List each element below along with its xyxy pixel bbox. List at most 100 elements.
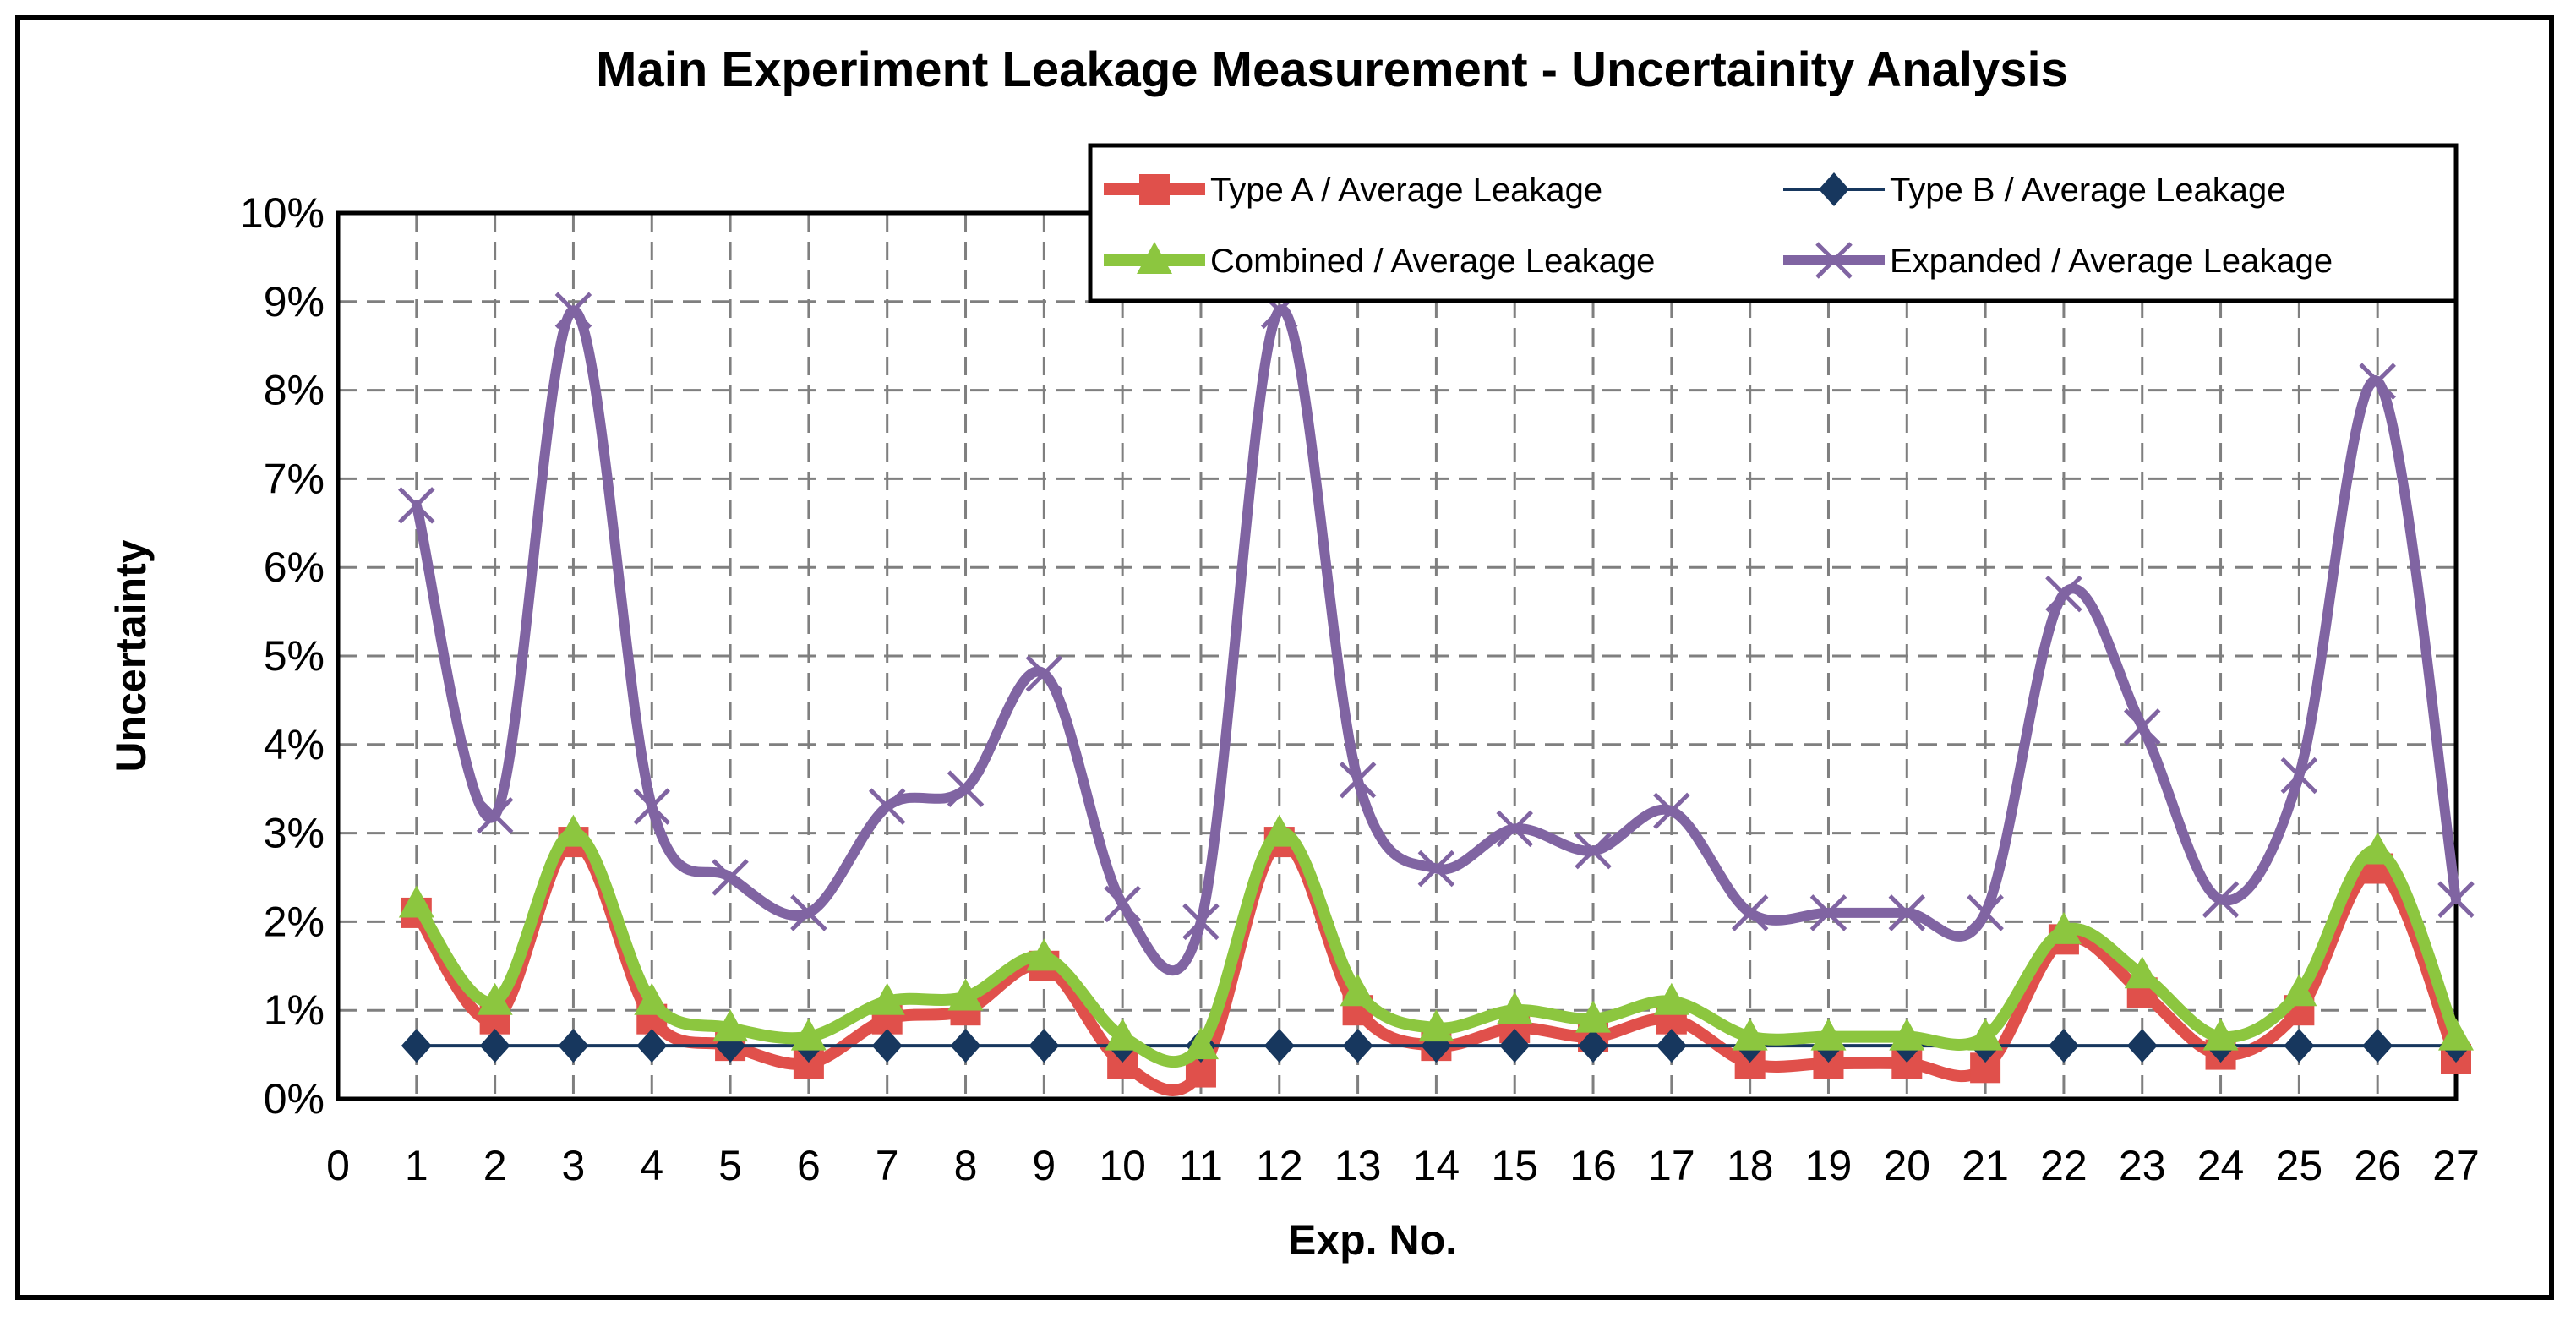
data-point xyxy=(947,978,984,1011)
x-tick-label: 5 xyxy=(718,1142,742,1189)
y-tick-label: 3% xyxy=(264,810,325,857)
marker-stroke xyxy=(2280,757,2318,795)
data-point xyxy=(712,1009,749,1042)
legend-label: Type A / Average Leakage xyxy=(1210,172,1602,209)
x-tick-label: 23 xyxy=(2119,1142,2166,1189)
data-point xyxy=(636,1029,668,1063)
data-point xyxy=(1104,885,1141,923)
x-tick-label: 24 xyxy=(2197,1142,2245,1189)
data-point xyxy=(479,1029,510,1063)
marker-stroke xyxy=(1339,761,1377,799)
data-point xyxy=(1731,894,1769,931)
data-point xyxy=(398,885,434,918)
x-tick-label: 19 xyxy=(1805,1142,1853,1189)
legend-marker xyxy=(1815,242,1853,279)
data-point xyxy=(1656,1029,1687,1063)
x-tick-label: 18 xyxy=(1727,1142,1774,1189)
data-point xyxy=(1809,894,1847,931)
data-point xyxy=(1182,903,1220,941)
data-point xyxy=(2048,1029,2079,1063)
x-tick-label: 17 xyxy=(1648,1142,1695,1189)
data-point xyxy=(1263,1029,1295,1063)
y-tick-label: 1% xyxy=(264,986,325,1034)
chart-title: Main Experiment Leakage Measurement - Un… xyxy=(596,42,2068,97)
marker-stroke xyxy=(2045,575,2082,613)
data-point xyxy=(2045,911,2082,944)
data-point xyxy=(1105,1018,1141,1051)
marker-stroke xyxy=(398,487,435,524)
data-point xyxy=(712,859,749,896)
data-point xyxy=(1810,1018,1847,1051)
marker-stroke xyxy=(1809,894,1847,931)
marker-stroke xyxy=(2202,881,2240,918)
marker-stroke xyxy=(2359,363,2396,400)
data-point xyxy=(2437,881,2475,918)
x-tick-label: 20 xyxy=(1883,1142,1930,1189)
legend-item-combined-average-leakage: Combined / Average Leakage xyxy=(1104,242,1655,280)
data-point xyxy=(401,1029,432,1063)
x-tick-label: 16 xyxy=(1569,1142,1617,1189)
marker-stroke xyxy=(476,796,514,834)
data-point xyxy=(2124,956,2160,989)
x-tick-label: 25 xyxy=(2276,1142,2323,1189)
x-axis-label: Exp. No. xyxy=(1288,1216,1457,1264)
data-point xyxy=(2202,1018,2239,1051)
data-point xyxy=(1889,1018,1925,1051)
data-point xyxy=(1261,814,1297,847)
data-point xyxy=(1418,1009,1454,1042)
data-point xyxy=(2360,832,2396,865)
x-tick-label: 12 xyxy=(1256,1142,1303,1189)
marker-stroke xyxy=(1575,832,1612,870)
marker-stroke xyxy=(790,894,827,931)
legend-marker xyxy=(1137,242,1172,274)
x-tick-label: 7 xyxy=(876,1142,899,1189)
data-point xyxy=(1029,1029,1060,1063)
data-point xyxy=(1499,1029,1531,1063)
legend-box xyxy=(1088,143,2459,303)
data-point xyxy=(2202,881,2240,918)
data-point xyxy=(1342,1029,1373,1063)
legend-marker xyxy=(1139,174,1170,205)
data-point xyxy=(1653,982,1689,1015)
legend: Type A / Average Leakage Type B / Average… xyxy=(1088,143,2459,303)
data-point xyxy=(2281,974,2317,1007)
data-point xyxy=(2123,708,2161,746)
marker-stroke xyxy=(947,770,985,807)
y-tick-label: 4% xyxy=(264,721,325,768)
data-point xyxy=(1026,938,1062,971)
x-tick-label: 8 xyxy=(954,1142,978,1189)
data-point xyxy=(1578,1029,1609,1063)
data-point xyxy=(1575,1000,1612,1033)
x-tick-label: 11 xyxy=(1179,1142,1223,1189)
data-point xyxy=(868,788,906,825)
marker-stroke xyxy=(2437,881,2475,918)
y-axis-label: Uncertainty xyxy=(107,539,155,772)
chart: Main Experiment Leakage Measurement - Un… xyxy=(107,42,2480,1264)
x-axis-ticks: 0 1 2 3 4 5 6 7 8 9 10 11 12 13 14 15 16 17 18 19 20 21 22 23 24… xyxy=(326,1142,2480,1189)
data-point xyxy=(1888,894,1926,931)
y-tick-label: 8% xyxy=(264,367,325,414)
legend-item-type-b-average-leakage: Type B / Average Leakage xyxy=(1783,172,2286,209)
legend-item-type-a-average-leakage: Type A / Average Leakage xyxy=(1104,172,1602,209)
data-point xyxy=(947,770,985,807)
data-point xyxy=(790,1018,827,1051)
data-point xyxy=(1575,832,1612,870)
x-tick-label: 1 xyxy=(405,1142,428,1189)
data-point xyxy=(477,982,513,1015)
y-tick-label: 10% xyxy=(240,189,325,237)
marker-stroke xyxy=(1888,894,1926,931)
data-point xyxy=(1339,761,1377,799)
y-tick-label: 9% xyxy=(264,278,325,325)
x-tick-label: 9 xyxy=(1032,1142,1056,1189)
data-point xyxy=(1732,1018,1768,1051)
x-tick-label: 22 xyxy=(2040,1142,2088,1189)
marker-stroke xyxy=(1025,655,1063,692)
data-point xyxy=(1025,655,1063,692)
data-point xyxy=(1967,1018,2004,1051)
marker-stroke xyxy=(1104,885,1141,923)
data-point xyxy=(1497,992,1533,1024)
x-tick-label: 26 xyxy=(2354,1142,2401,1189)
data-point xyxy=(2280,757,2318,795)
marker-stroke xyxy=(1653,792,1690,830)
data-point xyxy=(2284,1029,2315,1063)
